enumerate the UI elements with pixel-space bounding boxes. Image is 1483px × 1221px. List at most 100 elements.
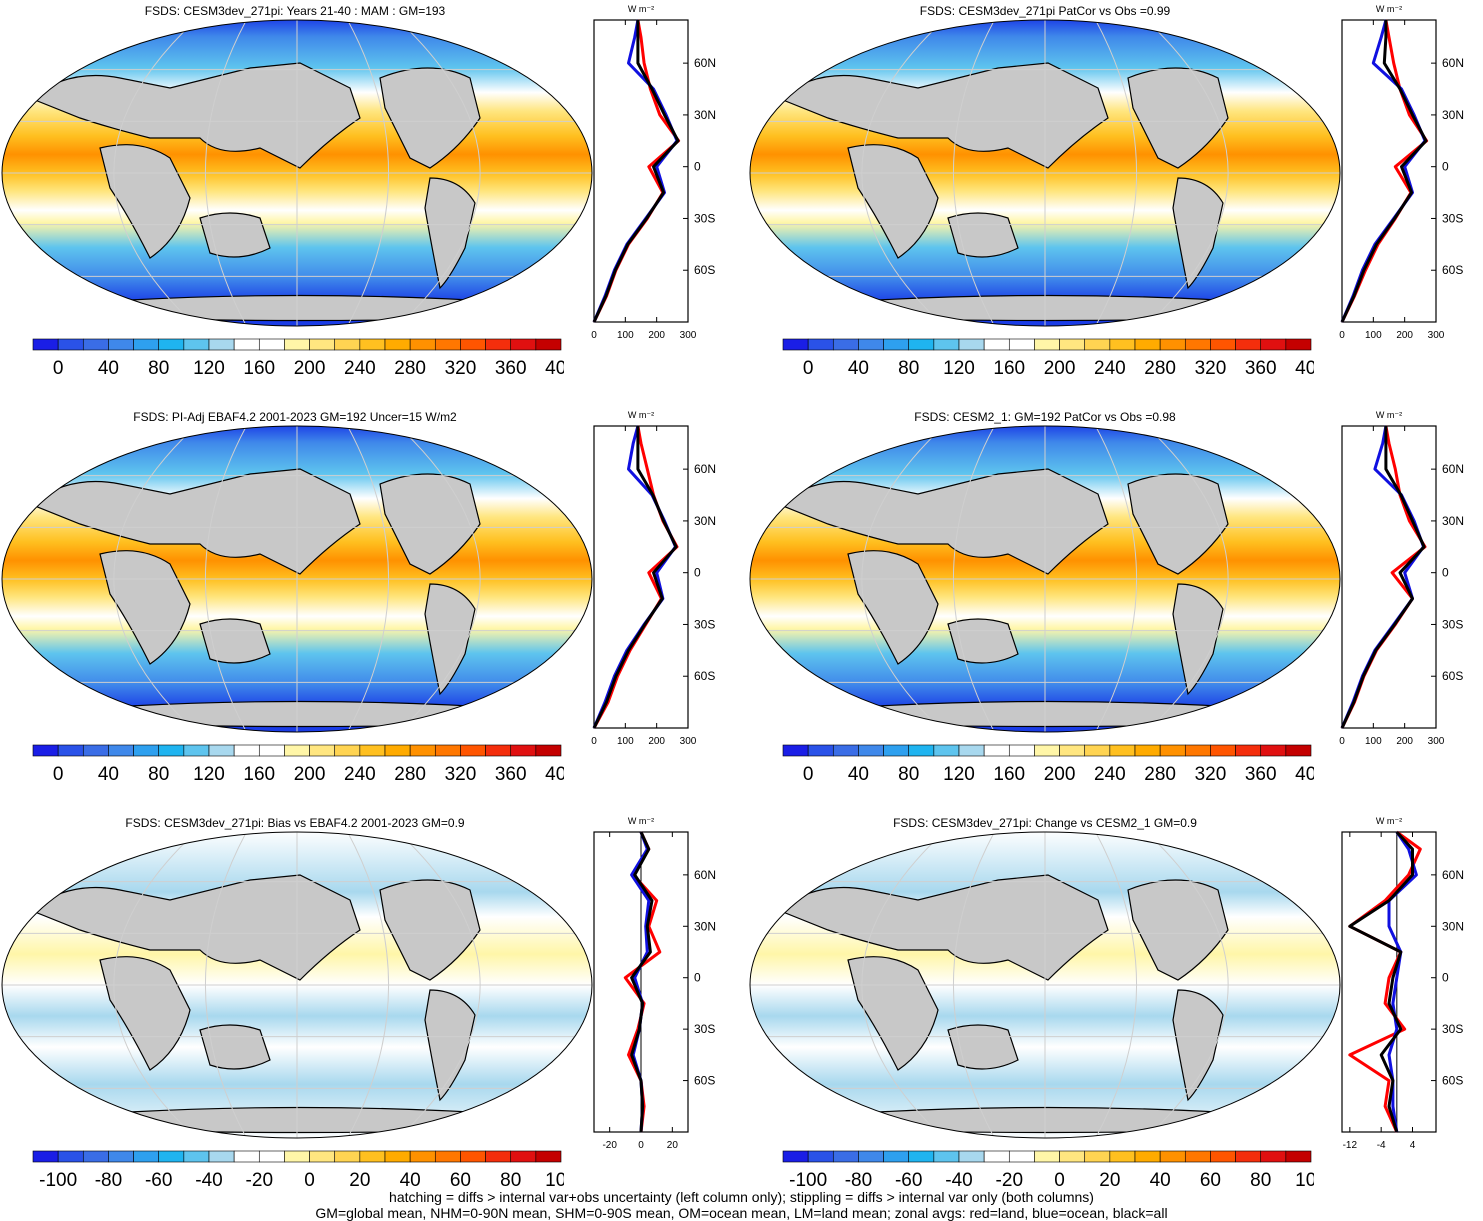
graticule-lon [205,832,248,1138]
map-content [2,426,592,732]
graticule-lon [861,832,947,1138]
zonal-frame [1341,831,1437,1133]
map-panel-4 [749,425,1341,733]
colorbar-swatch [958,1150,985,1163]
x-tick-label: 100 [1365,330,1382,341]
colorbar-swatch [958,744,985,757]
colorbar-swatch [883,744,910,757]
graticule-lon [1143,426,1229,732]
colorbar-label: -80 [95,1170,122,1190]
panel-title-5: FSDS: CESM3dev_271pi: Bias vs EBAF4.2 20… [125,816,465,830]
x-tick-label: -4 [1377,1140,1386,1151]
colorbar-swatch [535,744,562,757]
graticule-lon [1143,20,1229,326]
colorbar-label: -20 [996,1170,1023,1190]
colorbar-swatch [57,338,84,351]
colorbar-swatch [32,1150,59,1163]
colorbar-swatch [57,744,84,757]
zonal-unit-label: W m⁻² [1376,410,1402,420]
lat-tick-label: 60N [694,868,716,882]
colorbar-label: 80 [500,1170,521,1190]
map-border [749,831,1341,1139]
graticule-lon [346,20,389,326]
lat-tick-label: 0 [1442,160,1449,174]
colorbar-swatch [1084,1150,1111,1163]
colorbar-label: -20 [246,1170,273,1190]
colorbar-label: 60 [450,1170,471,1190]
colorbar-label: 20 [1099,1170,1120,1190]
lat-tick-label: 30S [694,617,715,631]
colorbar-swatch [133,338,160,351]
x-tick-label: 300 [1428,736,1445,747]
colorbar-swatch [133,744,160,757]
continent-1 [776,62,1109,169]
colorbar-label: 60 [1200,1170,1221,1190]
continent-4 [379,879,481,981]
colorbar-swatch [1285,744,1312,757]
colorbar-label: 80 [898,764,919,784]
colorbar-swatch [158,338,185,351]
continent-6 [78,700,522,728]
colorbar-label: 160 [993,764,1025,784]
colorbar-swatch [883,338,910,351]
colorbar-swatch [1109,744,1136,757]
colorbar-6: -100 -80 -60 -40 -20 0 20 40 60 80 100 [782,1150,1314,1190]
colorbar-swatch [409,1150,436,1163]
continent-3 [947,618,1019,664]
colorbar-swatch [1235,338,1262,351]
colorbar-label: 360 [1245,358,1277,378]
colorbar-swatch [983,338,1010,351]
colorbar-label: 120 [943,358,975,378]
colorbar-swatch [908,744,935,757]
colorbar-label: 80 [898,358,919,378]
colorbar-swatch [32,744,59,757]
colorbar-swatch [1285,1150,1312,1163]
colorbar-swatch [485,338,512,351]
colorbar-label: -100 [789,1170,827,1190]
x-tick-label: 0 [591,736,597,747]
colorbar-swatch [434,338,461,351]
colorbar-swatch [807,1150,834,1163]
colorbar-label: 40 [1150,1170,1171,1190]
continent-6 [78,294,522,322]
colorbar-swatch [1059,1150,1086,1163]
colorbar-swatch [908,338,935,351]
colorbar-swatch [334,744,361,757]
map-content [2,832,592,1138]
continent-5 [424,583,476,696]
x-tick-label: 100 [617,330,634,341]
continent-3 [947,1024,1019,1070]
colorbar-label: 200 [1044,358,1076,378]
colorbar-swatch [510,744,537,757]
colorbar-swatch [183,744,210,757]
series-line-ocean [1340,425,1425,729]
continent-1 [28,874,361,981]
zonal-unit-label: W m⁻² [628,816,654,826]
colorbar-label: 400 [545,358,564,378]
lat-tick-label: 30S [1442,617,1463,631]
map-content [750,426,1340,732]
colorbar-label: 120 [193,358,225,378]
colorbar-swatch [807,744,834,757]
colorbar-label: 40 [400,1170,421,1190]
colorbar-swatch [832,744,859,757]
colorbar-swatch [133,1150,160,1163]
colorbar-swatch [309,338,336,351]
colorbar-swatch [933,1150,960,1163]
colorbar-swatch [158,1150,185,1163]
graticule-lon [395,20,481,326]
panel-title-4: FSDS: CESM2_1: GM=192 PatCor vs Obs =0.9… [914,410,1176,424]
colorbar-swatch [1184,744,1211,757]
lat-tick-label: 60S [694,263,715,277]
colorbar-swatch [933,338,960,351]
colorbar-swatch [1235,744,1262,757]
colorbar-swatch [1210,744,1236,757]
continent-3 [199,618,271,664]
colorbar-label: 120 [193,764,225,784]
zonal-plot-5: W m⁻² 60N 30N 0 30S 60S -20 0 20 [593,816,716,1151]
x-tick-label: 0 [638,1140,644,1151]
map-panel-2 [749,19,1341,327]
colorbar-label: -80 [845,1170,872,1190]
lat-tick-label: 0 [1442,971,1449,985]
continent-5 [1172,177,1224,290]
